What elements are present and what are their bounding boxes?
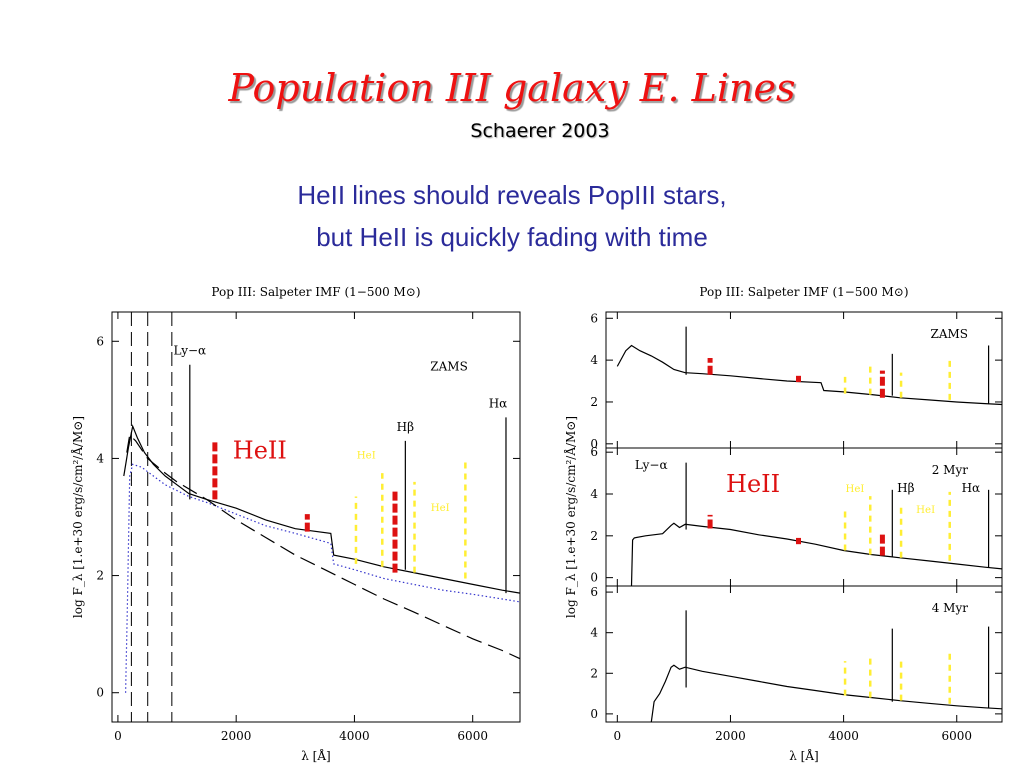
right-panel-2-ytick-label: 6 (590, 445, 598, 459)
left-chart-xtick-label: 2000 (221, 729, 252, 743)
slide-subtitle: Schaerer 2003 (470, 120, 610, 142)
left-chart-ytick-label: 2 (96, 569, 104, 583)
right-panel-3-series-solid (650, 664, 1003, 723)
right-panel-3-frame (605, 585, 1003, 723)
right-chart-ylabel: log F_λ [1.e+30 erg/s/cm²/Å/M⊙] (563, 416, 578, 618)
right-panel-2-ytick-label: 0 (590, 571, 598, 585)
right-panel-2-annotation: HeI (845, 484, 864, 495)
left-chart-ylabel: log F_λ [1.e+30 erg/s/cm²/Å/M⊙] (70, 416, 85, 618)
right-panel-2-ytick-label: 4 (590, 487, 598, 501)
left-chart-frame (111, 311, 521, 723)
right-panel-3-ytick-label: 0 (590, 707, 598, 721)
right-panel-3-xtick-label: 6000 (941, 729, 972, 743)
left-chart-annotation: ZAMS (430, 360, 468, 374)
right-panel-3-xtick-label: 2000 (715, 729, 746, 743)
left-chart-series-solid (123, 424, 521, 594)
right-panel-2-annotation: HeI (916, 505, 935, 516)
left-chart-xtick-label: 0 (114, 729, 122, 743)
left-chart-title: Pop III: Salpeter IMF (1−500 M⊙) (211, 285, 420, 299)
left-chart-annotation: HeI (357, 450, 376, 461)
left-chart-annotation: HeII (233, 436, 287, 464)
right-panel-1-ytick-label: 6 (590, 311, 598, 325)
left-chart-series-dashed (126, 433, 521, 660)
left-chart-emission-line-label: Ly−α (173, 344, 206, 358)
left-chart-series-dotted (125, 463, 521, 693)
left-chart-xlabel: λ [Å] (301, 748, 330, 763)
right-panel-2-age-label: 2 Myr (932, 463, 969, 477)
right-panel-3-ytick-label: 2 (590, 666, 598, 680)
slide-title: Population III galaxy E. Lines (228, 66, 796, 110)
left-chart-xtick-label: 6000 (457, 729, 488, 743)
right-panel-2-ytick-label: 2 (590, 529, 598, 543)
right-chart-title: Pop III: Salpeter IMF (1−500 M⊙) (699, 285, 908, 299)
right-panel-3-ytick-label: 6 (590, 585, 598, 599)
left-chart-xtick-label: 4000 (339, 729, 370, 743)
right-panel-1-series-solid (616, 344, 1003, 406)
right-panel-1-ytick-label: 2 (590, 395, 598, 409)
left-chart-ytick-label: 4 (96, 451, 104, 465)
right-panel-2-annotation: Ly−α (635, 458, 668, 472)
slide-text-line1: HeII lines should reveals PopIII stars, (297, 180, 727, 210)
left-chart-ytick-label: 0 (96, 686, 104, 700)
right-panel-2-annotation: Hα (962, 481, 981, 495)
left-chart-emission-line-label: Hβ (397, 420, 414, 434)
slide-text-line2: but HeII is quickly fading with time (316, 222, 708, 252)
right-panel-1-ytick-label: 4 (590, 353, 598, 367)
right-panel-2-annotation: Hβ (897, 481, 914, 495)
left-chart-ytick-label: 6 (96, 334, 104, 348)
right-panel-1-ytick-label: 0 (590, 437, 598, 451)
right-panel-2-series-solid (630, 522, 1003, 587)
right-chart-xlabel: λ [Å] (789, 748, 818, 763)
right-panel-2-annotation: HeII (726, 470, 780, 498)
left-chart-annotation: HeI (431, 503, 450, 514)
right-panel-3-age-label: 4 Myr (932, 601, 969, 615)
right-panel-3-ytick-label: 4 (590, 626, 598, 640)
right-panel-3-xtick-label: 0 (613, 729, 621, 743)
right-panel-1-age-label: ZAMS (930, 327, 968, 341)
right-panel-3-xtick-label: 4000 (828, 729, 859, 743)
left-chart-emission-line-label: Hα (489, 396, 508, 410)
